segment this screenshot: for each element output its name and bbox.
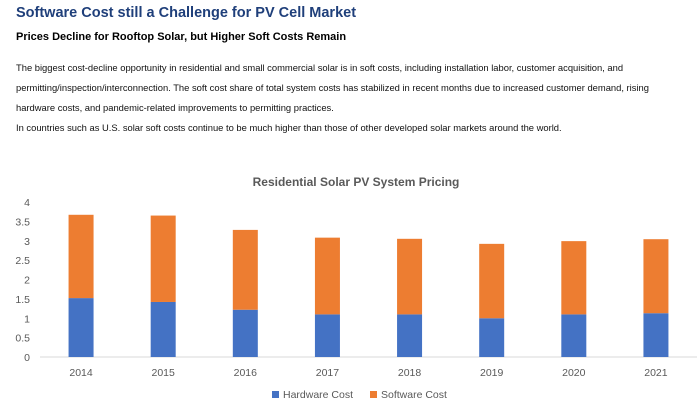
body-paragraph-1: The biggest cost-decline opportunity in … — [16, 62, 649, 113]
x-tick-label: 2019 — [480, 367, 504, 379]
stacked-bar-chart: Residential Solar PV System Pricing 0 0.5… — [15, 175, 697, 401]
y-tick-label: 0 — [24, 352, 30, 364]
legend-swatch-hardware — [272, 391, 279, 398]
x-tick-label: 2016 — [234, 367, 258, 379]
y-tick-label: 3.5 — [15, 216, 30, 228]
y-tick-label: 1 — [24, 313, 30, 325]
y-tick-label: 2.5 — [15, 255, 30, 267]
software-cost-bar-2016 — [232, 229, 258, 310]
software-cost-bar-2018 — [397, 238, 423, 315]
hardware-cost-bar-2014 — [68, 298, 94, 357]
hardware-cost-bar-2020 — [561, 314, 587, 357]
legend: Hardware Cost Software Cost — [272, 389, 447, 401]
body-paragraph-2: In countries such as U.S. solar soft cos… — [16, 122, 562, 133]
hardware-cost-bar-2016 — [232, 309, 258, 357]
hardware-cost-bar-2017 — [314, 314, 340, 357]
page-subtitle: Prices Decline for Rooftop Solar, but Hi… — [16, 31, 347, 43]
software-cost-bar-2015 — [150, 215, 176, 302]
y-tick-label: 4 — [24, 197, 30, 209]
software-cost-bar-2019 — [479, 243, 505, 319]
y-tick-label: 3 — [24, 236, 30, 248]
x-tick-label: 2017 — [316, 367, 340, 379]
hardware-cost-bar-2018 — [397, 314, 423, 357]
x-tick-label: 2021 — [644, 367, 668, 379]
x-tick-label: 2015 — [152, 367, 176, 379]
y-tick-label: 2 — [24, 275, 30, 287]
software-cost-bar-2021 — [643, 239, 669, 314]
body-text: The biggest cost-decline opportunity in … — [16, 58, 688, 138]
hardware-cost-bar-2019 — [479, 318, 505, 357]
x-tick-label: 2020 — [562, 367, 586, 379]
legend-label-hardware: Hardware Cost — [283, 389, 353, 401]
software-cost-bar-2020 — [561, 241, 587, 315]
page-title: Software Cost still a Challenge for PV C… — [16, 5, 357, 21]
hardware-cost-bar-2021 — [643, 313, 669, 357]
software-cost-bar-2014 — [68, 214, 94, 299]
hardware-cost-bar-2015 — [150, 301, 176, 357]
y-axis: 0 0.5 1 1.5 2 2.5 3 3.5 4 — [15, 197, 30, 364]
y-tick-label: 0.5 — [15, 333, 30, 345]
x-tick-label: 2018 — [398, 367, 422, 379]
bars-group — [68, 214, 669, 357]
x-tick-label: 2014 — [69, 367, 93, 379]
legend-label-software: Software Cost — [381, 389, 447, 401]
legend-swatch-software — [370, 391, 377, 398]
y-tick-label: 1.5 — [15, 294, 30, 306]
software-cost-bar-2017 — [314, 237, 340, 315]
chart-title: Residential Solar PV System Pricing — [253, 175, 460, 189]
x-axis: 2014 2015 2016 2017 2018 2019 2020 2021 — [69, 367, 667, 379]
